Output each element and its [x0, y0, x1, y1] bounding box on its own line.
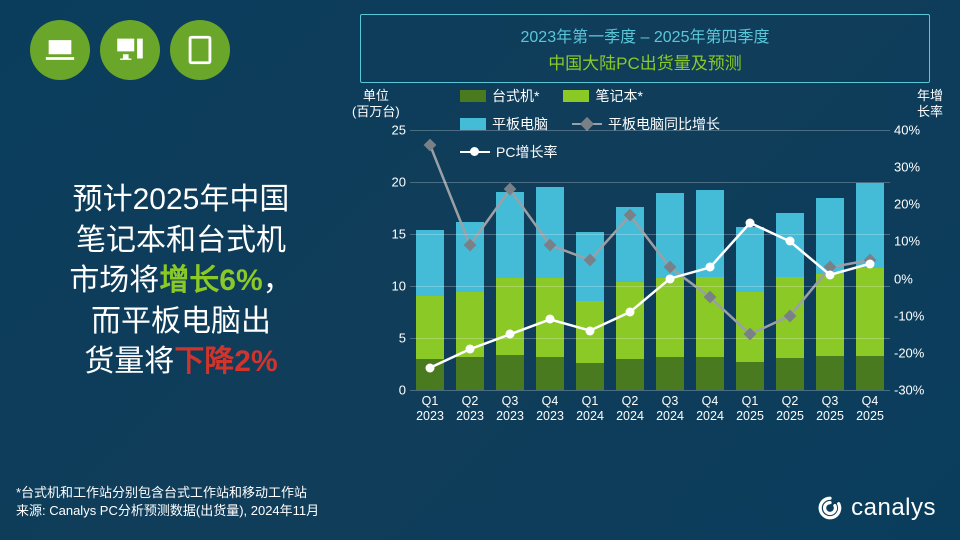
chart-title-line2: 中国大陆PC出货量及预测: [361, 49, 929, 74]
marker-circle: [586, 326, 595, 335]
headline-growth: 增长6%: [159, 264, 262, 297]
headline-l3a: 市场将: [69, 264, 159, 297]
x-axis-label: Q22024: [616, 394, 644, 424]
ytick-right: 0%: [894, 271, 934, 286]
legend-marker-diamond: [580, 117, 594, 131]
ytick-right: -20%: [894, 345, 934, 360]
legend-swatch-desktop: [460, 90, 486, 102]
ytick-right: -30%: [894, 383, 934, 398]
device-icons-row: [30, 20, 230, 80]
ytick-right: 30%: [894, 160, 934, 175]
ytick-right: 20%: [894, 197, 934, 212]
headline-l3c: ，: [263, 264, 293, 297]
x-axis-label: Q42025: [856, 394, 884, 424]
chart-title-line1: 2023年第一季度 – 2025年第四季度: [361, 23, 929, 47]
ytick-left: 15: [380, 227, 406, 242]
grid-line: [410, 390, 890, 391]
x-axis-label: Q12025: [736, 394, 764, 424]
x-axis-label: Q12023: [416, 394, 444, 424]
marker-circle: [426, 363, 435, 372]
line-pc-growth: [430, 223, 870, 368]
brand-logo: canalys: [817, 494, 936, 522]
grid-line: [410, 338, 890, 339]
ytick-left: 20: [380, 175, 406, 190]
x-axis-label: Q32025: [816, 394, 844, 424]
marker-circle: [826, 270, 835, 279]
chart-title-box: 2023年第一季度 – 2025年第四季度 中国大陆PC出货量及预测: [360, 14, 930, 83]
ytick-right: 10%: [894, 234, 934, 249]
brand-mark-icon: [817, 495, 843, 521]
laptop-icon: [30, 20, 90, 80]
ytick-right: 40%: [894, 123, 934, 138]
x-axis-label: Q32023: [496, 394, 524, 424]
x-axis-label: Q42024: [696, 394, 724, 424]
legend-swatch-notebook: [563, 90, 589, 102]
brand-name: canalys: [851, 494, 936, 522]
x-axis-label: Q42023: [536, 394, 564, 424]
y-axis-right-label: 年增 长率: [917, 88, 943, 119]
ytick-left: 0: [380, 383, 406, 398]
legend-notebook: 笔记本*: [563, 86, 642, 106]
marker-circle: [746, 218, 755, 227]
footnote-l2: 来源: Canalys PC分析预测数据(出货量), 2024年11月: [16, 502, 319, 520]
footnote-l1: *台式机和工作站分别包含台式工作站和移动工作站: [16, 484, 319, 502]
ytick-left: 10: [380, 279, 406, 294]
headline-l2: 笔记本和台式机: [76, 224, 286, 257]
chart-plot-area: 0510152025-30%-20%-10%0%10%20%30%40%: [410, 130, 890, 390]
headline-text: 预计2025年中国 笔记本和台式机 市场将增长6%， 而平板电脑出 货量将下降2…: [16, 180, 346, 383]
x-axis-label: Q12024: [576, 394, 604, 424]
headline-l4: 而平板电脑出: [91, 305, 271, 338]
headline-decline: 下降2%: [174, 345, 277, 378]
marker-circle: [786, 237, 795, 246]
footnote-text: *台式机和工作站分别包含台式工作站和移动工作站 来源: Canalys PC分析…: [16, 484, 319, 520]
headline-l1: 预计2025年中国: [73, 183, 290, 216]
marker-circle: [546, 315, 555, 324]
desktop-icon: [100, 20, 160, 80]
line-tablet-growth: [430, 145, 870, 334]
grid-line: [410, 182, 890, 183]
lines-layer: [410, 130, 890, 390]
marker-circle: [866, 259, 875, 268]
y-axis-left-label: 单位 (百万台): [352, 88, 400, 119]
marker-circle: [506, 330, 515, 339]
legend-swatch-tablet: [460, 118, 486, 130]
tablet-icon: [170, 20, 230, 80]
legend-line-tablet-growth: [572, 123, 602, 125]
ytick-left: 5: [380, 331, 406, 346]
legend-desktop: 台式机*: [460, 86, 539, 106]
x-axis-label: Q22023: [456, 394, 484, 424]
x-axis-label: Q22025: [776, 394, 804, 424]
x-axis-label: Q32024: [656, 394, 684, 424]
marker-circle: [626, 308, 635, 317]
ytick-right: -10%: [894, 308, 934, 323]
grid-line: [410, 130, 890, 131]
grid-line: [410, 286, 890, 287]
grid-line: [410, 234, 890, 235]
x-axis-labels: Q12023 Q22023 Q32023 Q42023 Q12024 Q22024 Q320…: [410, 394, 890, 434]
chart-container: 单位 (百万台) 年增 长率 台式机* 笔记本* 平板电脑 平板电脑同比增长 P…: [360, 90, 940, 460]
headline-l5a: 货量将: [84, 345, 174, 378]
marker-circle: [706, 263, 715, 272]
ytick-left: 25: [380, 123, 406, 138]
marker-circle: [666, 274, 675, 283]
marker-circle: [466, 345, 475, 354]
